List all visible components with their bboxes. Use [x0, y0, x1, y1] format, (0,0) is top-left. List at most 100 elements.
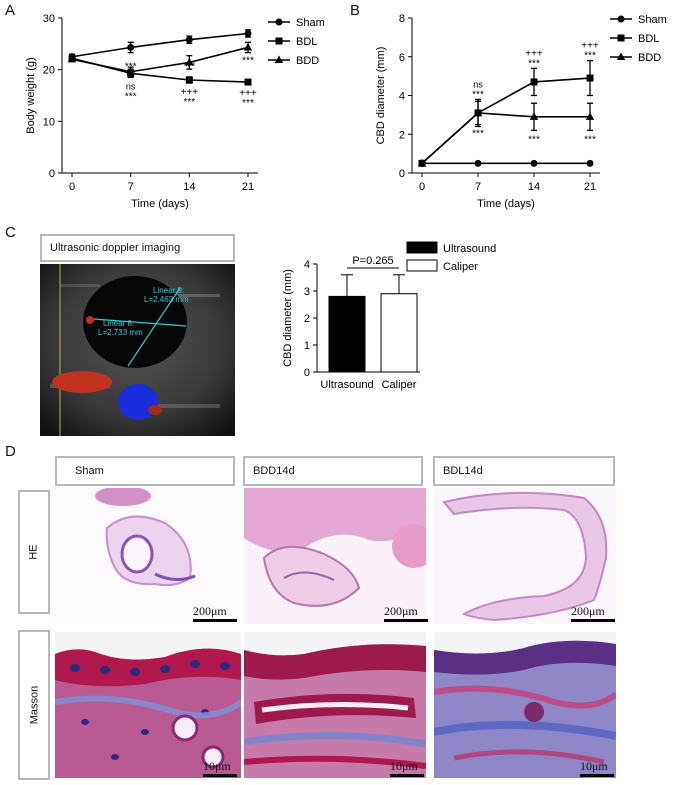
y-tick-label: 4: [399, 91, 405, 103]
bar-caliper: [380, 293, 418, 373]
y-tick-label: 3: [304, 286, 310, 298]
series-line-bdl: [71, 57, 249, 83]
he-scalebar-sham: [193, 619, 237, 622]
panel-letter-a: A: [5, 2, 16, 19]
y-axis-label: Body weight (g): [25, 57, 37, 133]
y-tick-label: 2: [399, 129, 405, 141]
data-point-bdd: [417, 158, 427, 167]
x-tick-label: 14: [528, 181, 540, 193]
he-scalebar-bdd: [384, 619, 428, 622]
series-line-bdl: [421, 77, 591, 164]
data-point-bdd: [243, 42, 253, 51]
data-point-bdd: [473, 108, 483, 116]
significance-mark: ns: [473, 79, 483, 89]
histology-row-he: HE: [18, 490, 50, 614]
legend-label-bdl: BDL: [296, 36, 317, 48]
data-point-bdl: [530, 78, 538, 86]
data-point-bdl: [185, 76, 193, 84]
legend-label-sham: Sham: [296, 17, 325, 29]
significance-mark: ***: [472, 129, 484, 140]
histology-header-bdl-text: BDL14d: [443, 465, 483, 477]
ultrasound-title: Ultrasonic doppler imaging: [50, 242, 181, 254]
masson-image-bdd: [244, 632, 426, 778]
significance-mark: ***: [125, 61, 137, 72]
significance-mark: ***: [125, 91, 137, 102]
legend-marker: [275, 18, 283, 26]
data-point-bdd: [126, 67, 135, 75]
panel-letter-d: D: [5, 443, 16, 460]
significance-mark: ***: [584, 51, 596, 62]
ultrasound-title-box: Ultrasonic doppler imaging: [40, 234, 235, 262]
histology-header-bdl: BDL14d: [433, 456, 615, 486]
y-tick-label: 4: [304, 259, 310, 271]
legend-marker: [617, 15, 625, 23]
significance-mark: ***: [183, 62, 195, 73]
x-tick-label: 21: [584, 181, 596, 193]
data-point-sham: [530, 159, 538, 167]
legend-label-bdd: BDD: [638, 52, 661, 64]
histology-row-he-text: HE: [28, 544, 40, 560]
y-axis-label: CBD diameter (mm): [375, 47, 387, 145]
panel-letter-b: B: [350, 2, 361, 19]
x-tick-label: 14: [183, 181, 195, 193]
masson-scalebar-sham: [203, 774, 237, 777]
y-tick-label: 8: [399, 13, 405, 25]
significance-mark: +++: [581, 41, 599, 52]
legend-label-caliper: Caliper: [443, 261, 478, 273]
masson-scalebar-bdl: [580, 774, 614, 777]
x-tick-label: 0: [69, 181, 75, 193]
y-axis-label: CBD diameter (mm): [282, 269, 294, 367]
masson-image-bdl: [434, 632, 616, 778]
masson-scalebar-bdd: [390, 774, 424, 777]
x-tick-label: Ultrasound: [320, 379, 373, 391]
significance-mark: ***: [472, 89, 484, 100]
histology-row-masson-text: Masson: [28, 685, 40, 725]
significance-mark: +++: [239, 88, 257, 99]
x-axis-label: Time (days): [131, 198, 189, 210]
data-point-bdd: [585, 112, 595, 120]
data-point-bdl: [244, 78, 252, 86]
series-line-bdd: [71, 46, 249, 73]
y-tick-label: 30: [43, 13, 55, 25]
ultrasound-image: Linear 9: L=2.463 mm Linear 8: L=2.733 m…: [40, 264, 235, 436]
significance-mark: ***: [242, 98, 254, 109]
he-scale-bdd: 200μm: [384, 604, 418, 618]
x-tick-label: 7: [475, 181, 481, 193]
legend-swatch: [406, 241, 438, 254]
chart-body-weight: 0 10 20 30 0 7 14 21 Time (days) Body weight (g) S…: [25, 13, 325, 210]
measure1-value: L=2.463 mm: [144, 295, 189, 304]
significance-mark: ***: [183, 97, 195, 108]
legend-label-bdd: BDD: [296, 55, 319, 67]
legend-label-bdl: BDL: [638, 33, 659, 45]
data-point-sham: [586, 159, 594, 167]
measure2-value: L=2.733 mm: [98, 328, 143, 337]
x-tick-label: 0: [419, 181, 425, 193]
legend-marker: [616, 52, 626, 60]
x-tick-label: 21: [242, 181, 254, 193]
significance-mark: ***: [584, 134, 596, 145]
histology-row-masson: Masson: [18, 630, 50, 780]
series-line-bdd: [421, 112, 590, 164]
bar-ultrasound: [328, 295, 366, 373]
y-tick-label: 1: [304, 340, 310, 352]
significance-mark: +++: [525, 48, 543, 59]
legend-marker: [617, 34, 625, 42]
panel-letter-c: C: [5, 224, 16, 241]
p-value-label: P=0.265: [352, 255, 393, 267]
legend-label-ultrasound: Ultrasound: [443, 243, 496, 255]
significance-mark: ***: [242, 56, 254, 67]
significance-mark: +++: [181, 87, 199, 98]
y-tick-label: 0: [49, 168, 55, 180]
data-point-bdd: [529, 112, 539, 120]
masson-scale-sham: 10μm: [203, 759, 231, 773]
data-point-bdd: [67, 54, 77, 63]
histology-header-sham: Sham: [55, 456, 235, 486]
series-line-sham: [71, 32, 249, 58]
significance-mark: ***: [528, 58, 540, 69]
data-point-sham: [127, 43, 135, 51]
chart-cbd-diameter-time: 0 2 4 6 8 0 7 14 21 Time (days) CBD diameter (mm) S…: [375, 13, 667, 210]
y-tick-label: 0: [304, 367, 310, 379]
legend-label-sham: Sham: [638, 14, 667, 26]
histology-header-bdd-text: BDD14d: [253, 465, 295, 477]
measure1-label: Linear 9:: [153, 286, 184, 295]
